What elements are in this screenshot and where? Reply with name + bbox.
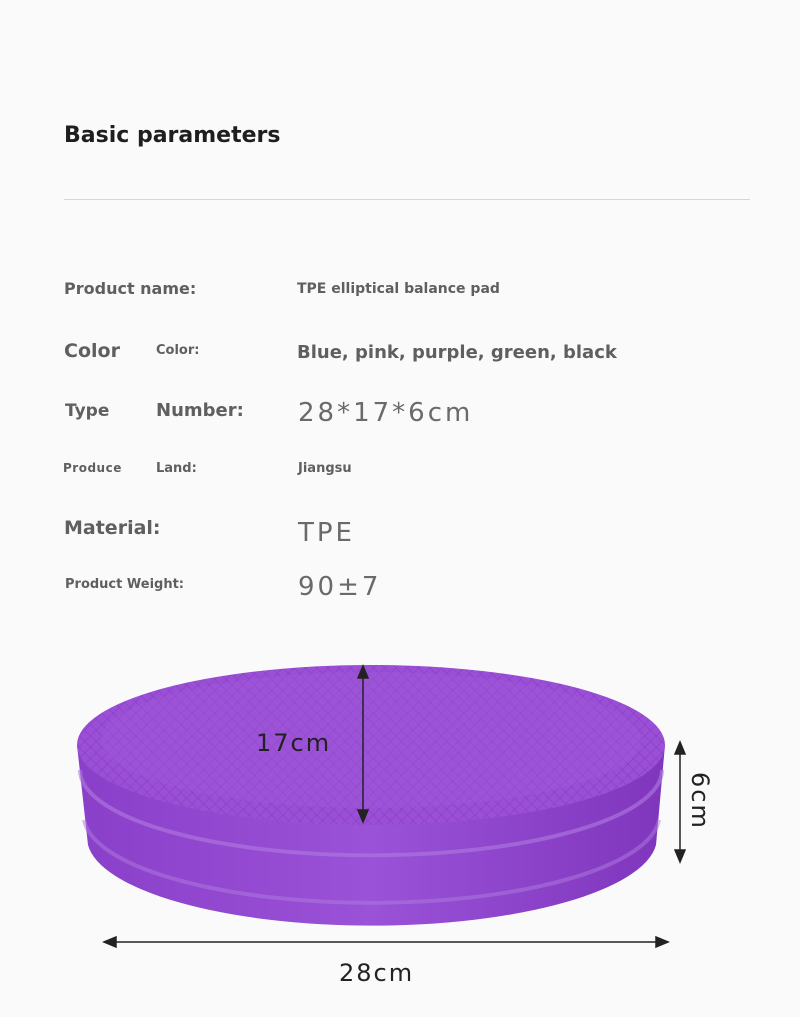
material-value: TPE xyxy=(298,518,355,548)
color-sublabel: Color: xyxy=(156,343,200,358)
color-value: Blue, pink, purple, green, black xyxy=(297,342,617,363)
produce-sublabel: Land: xyxy=(156,461,197,476)
produce-value: Jiangsu xyxy=(298,461,352,476)
material-label: Material: xyxy=(64,517,161,539)
width-label: 17cm xyxy=(256,729,332,757)
type-label: Type xyxy=(65,401,110,421)
height-label: 6cm xyxy=(686,772,714,830)
weight-label: Product Weight: xyxy=(65,577,184,592)
pad-top xyxy=(77,665,665,825)
product-name-value: TPE elliptical balance pad xyxy=(297,281,500,297)
page-title: Basic parameters xyxy=(64,123,281,148)
type-value: 28*17*6cm xyxy=(298,398,474,428)
color-label: Color xyxy=(64,340,120,362)
type-sublabel: Number: xyxy=(156,400,244,421)
produce-label: Produce xyxy=(63,461,122,475)
length-label: 28cm xyxy=(339,959,415,987)
product-name-label: Product name: xyxy=(64,279,197,298)
divider xyxy=(64,199,750,200)
weight-value: 90±7 xyxy=(298,572,382,602)
